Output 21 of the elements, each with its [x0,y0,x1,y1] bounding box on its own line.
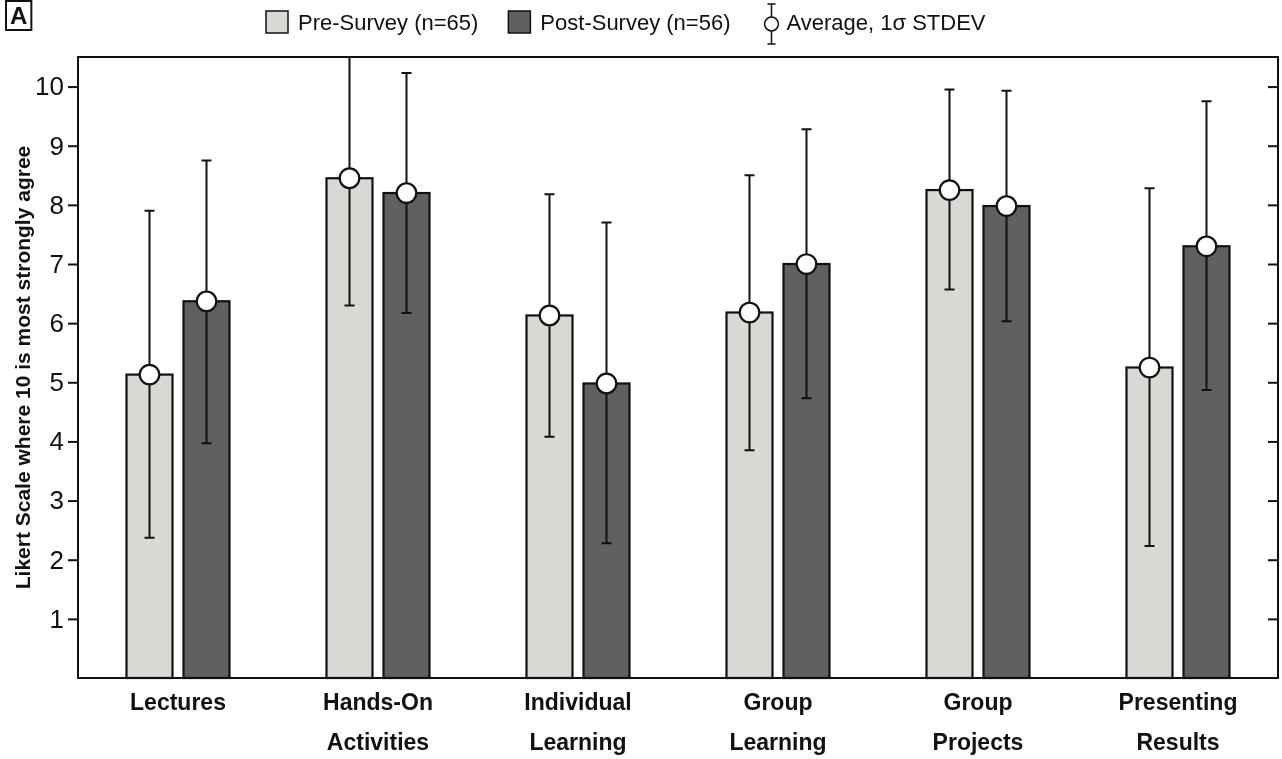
legend-label: Pre-Survey (n=65) [298,10,479,35]
x-tick-label: Presenting Results [1118,689,1238,755]
x-tick-label: Group Learning [729,689,827,755]
y-tick-label: 3 [49,485,64,516]
x-tick-label: Group Projects [932,689,1024,755]
x-tick-label: Lectures [130,689,226,715]
y-tick-label: 5 [49,367,64,398]
text: A [10,2,28,29]
x-tick-label: Hands-On Activities [323,689,433,755]
y-tick-label: 1 [49,603,64,634]
y-tick-label: 2 [49,544,64,575]
y-tick-label: 4 [49,426,64,457]
legend-label: Average, 1σ STDEV [786,10,986,35]
y-tick-label: 9 [49,130,64,161]
y-tick-label: 8 [49,189,64,220]
x-tick-label: Individual Learning [524,689,632,755]
legend-label: Post-Survey (n=56) [540,10,731,35]
y-tick-label: 7 [49,248,64,279]
y-axis-title: Likert Scale where 10 is most strongly agree [11,145,34,590]
y-tick-label: 10 [35,71,64,102]
y-tick-label: 6 [49,307,64,338]
